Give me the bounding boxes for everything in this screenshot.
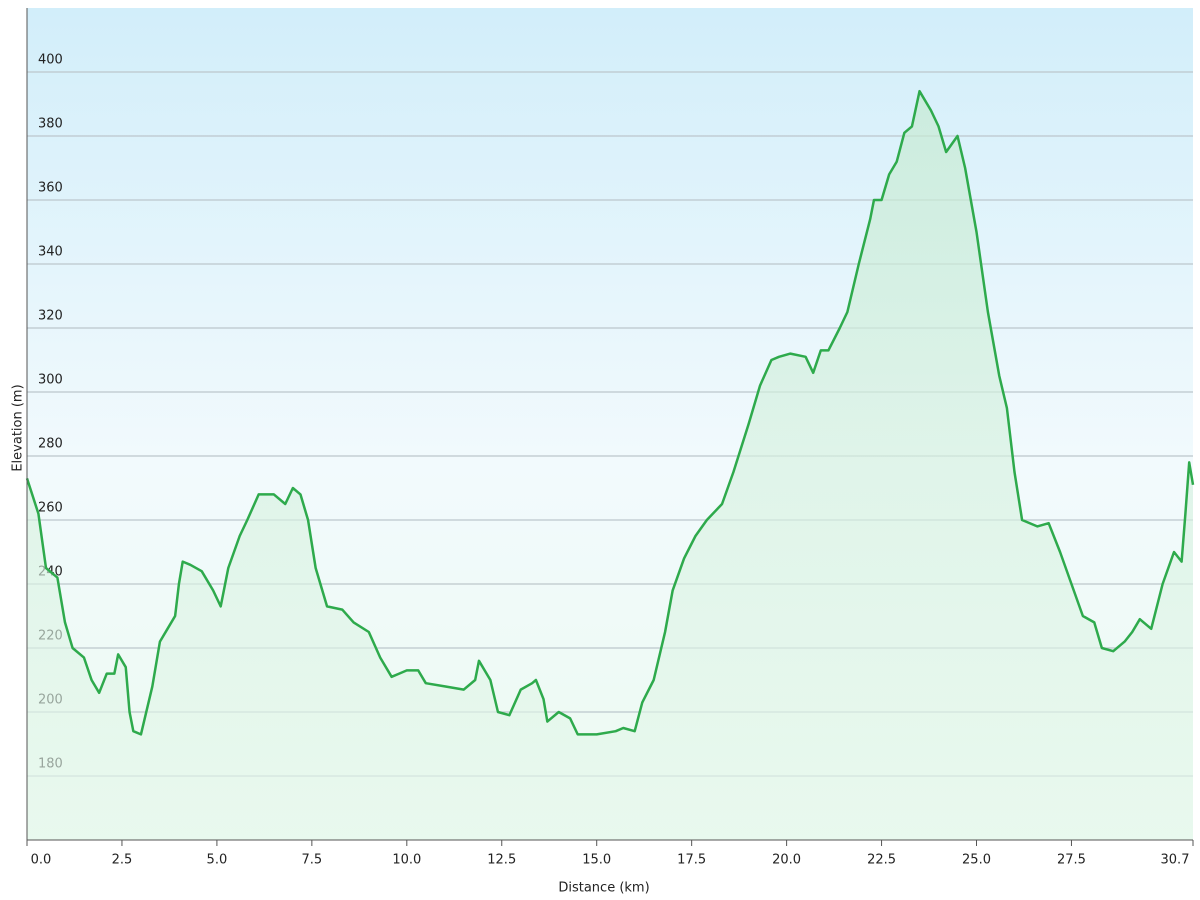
x-tick-label: 27.5 (1057, 853, 1086, 868)
y-tick-label: 360 (38, 181, 63, 196)
x-tick-label: 0.0 (31, 853, 52, 868)
elevation-line (25, 89, 1195, 736)
area-fill (27, 91, 1193, 840)
y-tick-label: 380 (38, 117, 63, 132)
x-tick-label: 22.5 (867, 853, 896, 868)
x-tick-label: 5.0 (207, 853, 228, 868)
x-tick-label: 2.5 (112, 853, 133, 868)
x-tick-label: 10.0 (392, 853, 421, 868)
x-tick-label: 20.0 (772, 853, 801, 868)
x-tick-label: 30.7 (1161, 853, 1190, 868)
y-tick-label: 320 (38, 309, 63, 324)
x-axis-label: Distance (km) (558, 881, 649, 896)
y-tick-label: 340 (38, 245, 63, 260)
x-tick-label: 15.0 (582, 853, 611, 868)
x-tick-label: 25.0 (962, 853, 991, 868)
y-tick-label: 400 (38, 53, 63, 68)
y-tick-label: 260 (38, 501, 63, 516)
y-axis-label: Elevation (m) (11, 384, 26, 471)
x-tick-label: 17.5 (677, 853, 706, 868)
y-tick-label: 300 (38, 373, 63, 388)
y-tick-label: 280 (38, 437, 63, 452)
x-tick-label: 12.5 (487, 853, 516, 868)
x-tick-label: 7.5 (302, 853, 323, 868)
